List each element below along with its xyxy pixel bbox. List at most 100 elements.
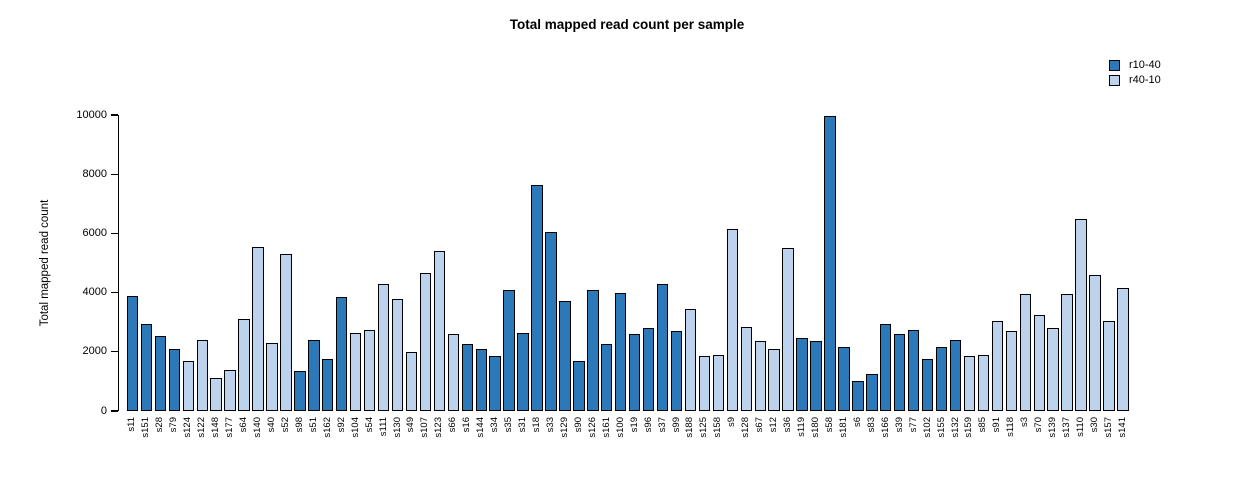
bar [252, 246, 264, 411]
x-tick-label: s162 [321, 417, 333, 438]
x-tick-label: s137 [1061, 417, 1073, 438]
x-tick-label: s85 [977, 417, 989, 433]
legend-label: r10-40 [1129, 59, 1161, 71]
x-tick-label: s128 [740, 417, 752, 438]
chart-title: Total mapped read count per sample [509, 17, 745, 32]
x-tick-label: s140 [252, 417, 264, 438]
x-tick-label: s124 [182, 417, 194, 438]
bar [684, 308, 697, 411]
x-tick-label: s19 [628, 417, 640, 433]
bar [447, 334, 460, 411]
x-tick-label: s118 [1005, 417, 1017, 437]
x-tick-label: s40 [265, 417, 277, 433]
x-tick-label: s18 [531, 417, 543, 433]
x-tick-label: s6 [851, 417, 863, 428]
bar [977, 354, 990, 411]
x-tick-label: s181 [837, 417, 849, 438]
x-tick-label: s52 [279, 417, 291, 433]
bar [963, 356, 976, 411]
y-tick-mark [111, 410, 118, 412]
x-tick-label: s177 [224, 417, 236, 438]
x-tick-label: s9 [726, 417, 738, 428]
y-tick-label: 10000 [76, 108, 107, 121]
bar [336, 297, 348, 411]
bar [852, 381, 864, 411]
x-tick-label: s35 [503, 417, 515, 433]
x-tick-label: s33 [544, 417, 556, 433]
x-tick-label: s111 [377, 417, 389, 437]
bar [559, 301, 571, 411]
x-tick-label: s132 [949, 417, 961, 438]
x-tick-label: s90 [572, 417, 584, 433]
bar [712, 354, 725, 411]
y-tick-label: 2000 [82, 345, 107, 358]
bar [1117, 288, 1129, 411]
bar [866, 374, 878, 411]
x-tick-label: s58 [823, 417, 835, 433]
bar [126, 295, 139, 411]
bar [322, 359, 334, 411]
bar [489, 356, 501, 411]
bar [433, 251, 446, 411]
bar [280, 254, 292, 411]
bar [810, 341, 822, 411]
x-tick-label: s129 [558, 417, 570, 438]
bar [796, 338, 808, 411]
x-tick-label: s125 [698, 417, 710, 438]
y-tick-mark [111, 351, 118, 353]
x-tick-label: s54 [363, 417, 375, 433]
x-tick-label: s28 [154, 417, 166, 433]
x-tick-label: s104 [349, 417, 361, 438]
x-tick-label: s110 [1075, 417, 1087, 437]
x-tick-label: s144 [475, 417, 487, 438]
bar [168, 348, 181, 411]
bar [461, 344, 473, 411]
bar [196, 339, 208, 411]
y-tick-label: 6000 [82, 226, 107, 239]
bar [740, 326, 752, 411]
legend-label: r40-10 [1129, 74, 1161, 86]
bar [238, 319, 250, 411]
bar [726, 228, 739, 411]
bar [573, 360, 585, 411]
x-tick-label: s159 [963, 417, 975, 438]
y-tick-mark [111, 114, 118, 116]
bar [1019, 294, 1031, 411]
y-tick-label: 4000 [82, 286, 107, 299]
y-axis-label: Total mapped read count [39, 199, 51, 327]
x-tick-label: s141 [1116, 417, 1128, 438]
bar [628, 334, 641, 411]
bar [1005, 331, 1018, 411]
x-tick-label: s92 [335, 417, 347, 433]
bar [266, 342, 278, 411]
bar [1089, 274, 1101, 411]
x-tick-label: s126 [586, 417, 598, 438]
x-tick-label: s70 [1033, 417, 1045, 433]
bar [615, 292, 627, 411]
bar [182, 360, 194, 411]
bar [391, 298, 404, 411]
bar [503, 289, 515, 411]
legend-item: r10-40 [1109, 59, 1161, 71]
bar [1033, 314, 1045, 411]
bar [907, 329, 920, 411]
x-tick-label: s34 [489, 417, 501, 433]
bar [517, 332, 529, 411]
bar [224, 369, 236, 411]
x-tick-label: s64 [238, 417, 250, 433]
bar [698, 356, 711, 411]
y-tick-label: 8000 [82, 167, 107, 180]
x-tick-label: s39 [893, 417, 905, 433]
x-tick-label: s107 [419, 417, 431, 438]
bar [210, 378, 222, 411]
x-tick-label: s119 [796, 417, 808, 437]
bar [587, 289, 599, 411]
x-tick-label: s96 [642, 417, 654, 433]
x-tick-label: s79 [168, 417, 180, 433]
x-tick-label: s158 [712, 417, 724, 438]
bar [838, 347, 850, 411]
bar [349, 332, 362, 411]
x-tick-label: s139 [1047, 417, 1059, 438]
bar [991, 320, 1004, 411]
bar [475, 348, 487, 411]
